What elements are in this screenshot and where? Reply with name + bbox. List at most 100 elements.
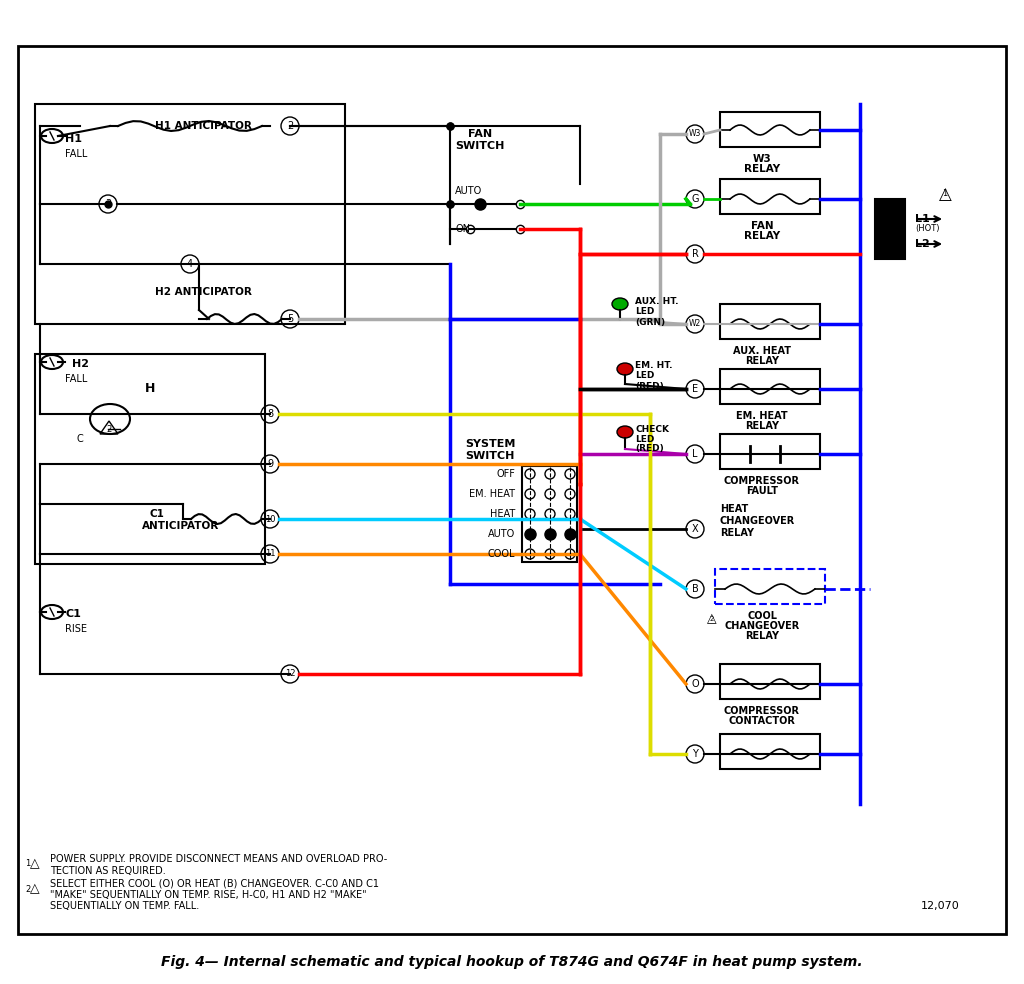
Text: AUX. HT.: AUX. HT. (635, 297, 679, 306)
Text: 9: 9 (267, 459, 273, 469)
Text: 2: 2 (26, 885, 31, 893)
Text: LED: LED (635, 372, 654, 381)
Text: R: R (691, 249, 698, 259)
Text: △: △ (30, 883, 40, 895)
Ellipse shape (617, 363, 633, 375)
Text: RELAY: RELAY (744, 231, 780, 241)
Text: AUTO: AUTO (487, 529, 515, 539)
Text: 12,070: 12,070 (921, 901, 959, 911)
Bar (720, 434, 820, 469)
Text: 12: 12 (285, 669, 295, 679)
Text: CHECK: CHECK (635, 424, 669, 434)
Text: RELAY: RELAY (745, 421, 779, 431)
Bar (35, 354, 265, 564)
Text: CHANGEOVER: CHANGEOVER (724, 621, 800, 631)
Text: FAN: FAN (751, 221, 773, 231)
Text: L: L (692, 449, 697, 459)
Text: Fig. 4— Internal schematic and typical hookup of T874G and Q674F in heat pump sy: Fig. 4— Internal schematic and typical h… (161, 955, 863, 969)
Text: SEQUENTIALLY ON TEMP. FALL.: SEQUENTIALLY ON TEMP. FALL. (50, 901, 200, 911)
Text: RELAY: RELAY (745, 356, 779, 366)
Text: ON: ON (455, 224, 470, 234)
Text: POWER SUPPLY. PROVIDE DISCONNECT MEANS AND OVERLOAD PRO-: POWER SUPPLY. PROVIDE DISCONNECT MEANS A… (50, 854, 387, 864)
Bar (720, 734, 820, 769)
Bar (35, 104, 345, 324)
Text: FALL: FALL (65, 149, 87, 159)
Text: 4: 4 (187, 259, 194, 269)
Text: TECTION AS REQUIRED.: TECTION AS REQUIRED. (50, 866, 166, 876)
Text: EM. HEAT: EM. HEAT (469, 489, 515, 499)
Text: RELAY: RELAY (744, 164, 780, 174)
Text: △: △ (30, 857, 40, 871)
Text: OFF: OFF (496, 469, 515, 479)
Text: "MAKE" SEQUENTIALLY ON TEMP. RISE, H-C0, H1 AND H2 "MAKE": "MAKE" SEQUENTIALLY ON TEMP. RISE, H-C0,… (50, 890, 367, 900)
Text: 2: 2 (106, 424, 112, 434)
Text: SWITCH: SWITCH (465, 451, 515, 461)
Text: HEAT: HEAT (489, 509, 515, 519)
Text: G: G (691, 194, 698, 204)
Text: (GRN): (GRN) (635, 318, 666, 327)
Text: H1 ANTICIPATOR: H1 ANTICIPATOR (155, 121, 252, 131)
Ellipse shape (612, 298, 628, 310)
Bar (715, 569, 825, 604)
Text: AUX. HEAT: AUX. HEAT (733, 346, 791, 356)
Text: 11: 11 (265, 549, 275, 559)
Bar (522, 466, 577, 562)
Text: △: △ (939, 185, 951, 203)
Text: W3: W3 (753, 154, 771, 164)
Bar (720, 112, 820, 147)
Ellipse shape (617, 426, 633, 438)
Text: 2: 2 (710, 616, 714, 622)
Text: COMPRESSOR: COMPRESSOR (724, 706, 800, 716)
Text: H1: H1 (65, 134, 82, 144)
Text: (RED): (RED) (635, 382, 664, 391)
Text: △: △ (708, 612, 717, 626)
Text: L1: L1 (915, 214, 930, 224)
Text: CONTACTOR: CONTACTOR (728, 716, 796, 726)
Text: 3: 3 (104, 199, 111, 209)
Text: (RED): (RED) (635, 445, 664, 454)
Text: 2: 2 (287, 121, 293, 131)
Text: RISE: RISE (65, 624, 87, 634)
Text: COOL: COOL (746, 611, 777, 621)
Text: FAN: FAN (468, 129, 493, 139)
Text: C1: C1 (65, 609, 81, 619)
Text: 5: 5 (287, 314, 293, 324)
Text: 1: 1 (942, 190, 947, 199)
Bar (874, 199, 905, 259)
Text: H2: H2 (72, 359, 89, 369)
Text: SELECT EITHER COOL (O) OR HEAT (B) CHANGEOVER. C-C0 AND C1: SELECT EITHER COOL (O) OR HEAT (B) CHANG… (50, 879, 379, 889)
Text: RELAY: RELAY (720, 528, 754, 538)
Text: CHANGEOVER: CHANGEOVER (720, 516, 796, 526)
Text: B: B (691, 584, 698, 594)
Text: L2: L2 (915, 239, 930, 249)
Text: (HOT): (HOT) (915, 224, 939, 233)
Bar (720, 664, 820, 699)
Text: COOL: COOL (487, 549, 515, 559)
Text: Y: Y (692, 749, 698, 759)
Text: ANTICIPATOR: ANTICIPATOR (142, 521, 219, 531)
Text: 8: 8 (267, 409, 273, 419)
Text: SWITCH: SWITCH (456, 141, 505, 151)
Text: EM. HEAT: EM. HEAT (736, 411, 787, 421)
Text: RELAY: RELAY (745, 631, 779, 641)
Text: 10: 10 (265, 515, 275, 523)
Text: C: C (77, 434, 83, 444)
Text: H: H (145, 383, 156, 396)
Text: O: O (691, 679, 698, 689)
Text: W2: W2 (689, 320, 701, 329)
Text: EM. HT.: EM. HT. (635, 361, 673, 371)
Text: FALL: FALL (65, 374, 87, 384)
Bar (720, 179, 820, 214)
Bar (720, 369, 820, 404)
Text: W3: W3 (689, 130, 701, 139)
Text: LED: LED (635, 307, 654, 317)
Text: C1: C1 (150, 509, 165, 519)
Text: H2 ANTICIPATOR: H2 ANTICIPATOR (155, 287, 252, 297)
Text: E: E (692, 384, 698, 394)
Text: SYSTEM: SYSTEM (465, 439, 515, 449)
Text: FAULT: FAULT (746, 486, 778, 496)
Text: AUTO: AUTO (455, 186, 482, 196)
Text: X: X (691, 524, 698, 534)
Text: HEAT: HEAT (720, 504, 749, 514)
Text: LED: LED (635, 435, 654, 444)
